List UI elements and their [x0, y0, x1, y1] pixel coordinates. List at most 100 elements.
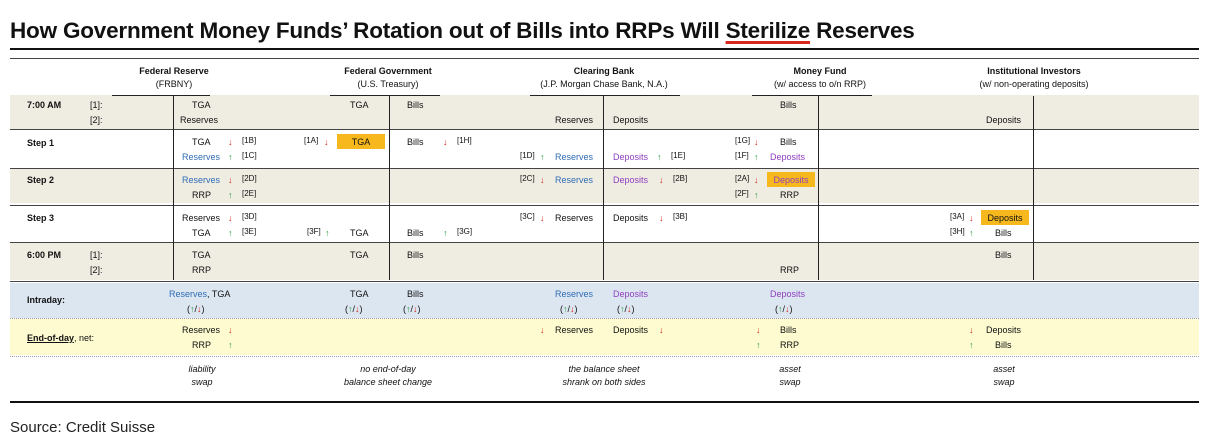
- paren: (: [560, 304, 563, 314]
- slash: /: [410, 304, 414, 314]
- col-header-inst: Institutional Investors: [987, 66, 1081, 76]
- eod-inst-bills: Bills: [995, 340, 1012, 350]
- row-sep: [10, 129, 1199, 130]
- band-intraday: [10, 283, 1199, 318]
- arrow-up: ↑: [348, 304, 353, 314]
- arrow-down: ↓: [540, 213, 545, 223]
- paren: (: [617, 304, 620, 314]
- eod-fed-rrp: RRP: [192, 340, 212, 350]
- paren: ): [574, 304, 578, 314]
- arrow-up: ↑: [406, 304, 411, 314]
- arrow-down: ↓: [443, 137, 448, 147]
- bank-deposits: Deposits: [613, 213, 649, 223]
- bank-deposits: Deposits: [613, 115, 649, 125]
- note-fed: liability: [188, 364, 216, 374]
- bank-reserves: Reserves: [555, 175, 594, 185]
- col-sub-bank: (J.P. Morgan Chase Bank, N.A.): [540, 79, 668, 89]
- arrow-up: ↑: [754, 190, 759, 200]
- bank-reserves: Reserves: [555, 152, 594, 162]
- intraday-bank-reserves: Reserves: [555, 289, 594, 299]
- bank-deposits: Deposits: [613, 175, 649, 185]
- fed-reserves: Reserves: [180, 115, 219, 125]
- gov-bills: Bills: [407, 250, 424, 260]
- eod-suffix: , net:: [74, 333, 95, 343]
- band-step2: [10, 169, 1199, 203]
- title-underlined-word: Sterilize: [725, 18, 811, 43]
- arrow-up: ↑: [756, 340, 761, 350]
- fed-reserves: Reserves: [182, 213, 221, 223]
- arrow-down: ↓: [228, 137, 233, 147]
- arrow-up: ↑: [657, 152, 662, 162]
- arrow-up: ↑: [620, 304, 625, 314]
- row-sep-dotted: [10, 318, 1199, 319]
- intraday-mmf-deposits: Deposits: [770, 289, 806, 299]
- t-account-divider: [389, 96, 390, 280]
- note-mmf: swap: [779, 377, 801, 387]
- arrow-down: ↓: [659, 213, 664, 223]
- eod-fed-reserves: Reserves: [182, 325, 221, 335]
- row-sep: [10, 168, 1199, 169]
- ref-1c: [1C]: [242, 151, 257, 160]
- fed-rrp: RRP: [192, 190, 212, 200]
- intraday-arrows: (↑/↓): [403, 304, 421, 315]
- arrow-down: ↓: [659, 325, 664, 335]
- slash: /: [194, 304, 198, 314]
- inst-deposits: Deposits: [986, 115, 1022, 125]
- note-gov: balance sheet change: [343, 377, 433, 387]
- note-mmf: asset: [779, 364, 801, 374]
- intraday-tga: , TGA: [207, 289, 231, 299]
- fed-tga: TGA: [192, 228, 211, 238]
- ref-3f: [3F]: [307, 227, 321, 236]
- row-label-eod: End-of-day, net:: [27, 333, 94, 344]
- arrow-down: ↓: [228, 325, 233, 335]
- arrow-down: ↓: [540, 175, 545, 185]
- ref-1d: [1D]: [520, 151, 535, 160]
- arrow-down: ↓: [355, 304, 360, 314]
- arrow-up: ↑: [540, 152, 545, 162]
- inst-bills: Bills: [995, 250, 1012, 260]
- ref-2c: [2C]: [520, 174, 535, 183]
- t-account-divider: [818, 96, 819, 280]
- ref-3e: [3E]: [242, 227, 257, 236]
- note-gov: no end-of-day: [360, 364, 416, 374]
- arrow-down: ↓: [228, 175, 233, 185]
- arrow-down: ↓: [324, 137, 329, 147]
- intraday-arrows: (↑/↓): [775, 304, 793, 315]
- arrow-down: ↓: [969, 325, 974, 335]
- chart-title: How Government Money Funds’ Rotation out…: [10, 18, 915, 44]
- ref-3d: [3D]: [242, 212, 257, 221]
- intraday-reserves: Reserves: [169, 289, 208, 299]
- ref-2e: [2E]: [242, 189, 257, 198]
- header-underline: [112, 95, 210, 96]
- ref-1b: [1B]: [242, 136, 257, 145]
- arrow-down: ↓: [540, 325, 545, 335]
- band-end: [10, 243, 1199, 280]
- eod-mmf-bills: Bills: [780, 325, 797, 335]
- arrow-down: ↓: [413, 304, 418, 314]
- eod-label: End-of-day: [27, 333, 74, 343]
- mmf-deposits: Deposits: [770, 152, 806, 162]
- gov-tga: TGA: [351, 137, 371, 147]
- paren: ): [631, 304, 635, 314]
- arrow-up: ↑: [228, 152, 233, 162]
- bank-reserves: Reserves: [555, 115, 594, 125]
- ref-3a: [3A]: [950, 212, 965, 221]
- row-sub-1: [1]:: [90, 250, 103, 260]
- ref-1h: [1H]: [457, 136, 472, 145]
- row-label-step2: Step 2: [27, 175, 55, 185]
- band-start: [10, 95, 1199, 129]
- arrow-up: ↑: [325, 228, 330, 238]
- intraday-fed: Reserves, TGA: [169, 289, 230, 300]
- ref-3g: [3G]: [457, 227, 473, 236]
- ref-2a: [2A]: [735, 174, 750, 183]
- ref-3c: [3C]: [520, 212, 535, 221]
- arrow-up: ↑: [228, 228, 233, 238]
- fed-tga: TGA: [192, 250, 211, 260]
- ref-1a: [1A]: [304, 136, 319, 145]
- fed-rrp: RRP: [192, 265, 212, 275]
- bottom-rule: [10, 401, 1199, 403]
- row-label-start: 7:00 AM: [27, 100, 62, 110]
- source-note: Source: Credit Suisse: [10, 419, 156, 436]
- paren: ): [201, 304, 205, 314]
- slash: /: [624, 304, 628, 314]
